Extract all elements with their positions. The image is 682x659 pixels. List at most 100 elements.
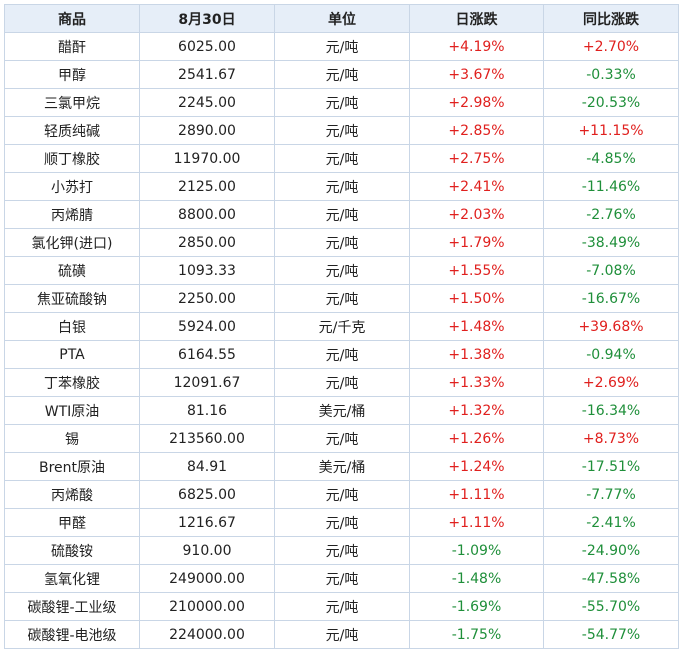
commodity-cell: 醋酐 [4,32,140,61]
daily-change-cell: +1.50% [409,284,544,313]
price-cell: 11970.00 [139,144,275,173]
table-row: 锡 213560.00 元/吨 +1.26% +8.73% [4,424,679,453]
daily-change-cell: -1.75% [409,620,544,649]
table-row: 顺丁橡胶 11970.00 元/吨 +2.75% -4.85% [4,144,679,173]
yoy-change-cell: +2.69% [543,368,679,397]
price-cell: 5924.00 [139,312,275,341]
commodity-cell: 锡 [4,424,140,453]
daily-change-cell: +2.03% [409,200,544,229]
price-cell: 224000.00 [139,620,275,649]
commodity-cell: 丙烯酸 [4,480,140,509]
daily-change-cell: +2.41% [409,172,544,201]
table-row: 甲醛 1216.67 元/吨 +1.11% -2.41% [4,508,679,537]
unit-cell: 元/吨 [274,508,410,537]
table-row: 硫磺 1093.33 元/吨 +1.55% -7.08% [4,256,679,285]
commodity-cell: 硫酸铵 [4,536,140,565]
daily-change-cell: +3.67% [409,60,544,89]
price-table: 商品 8月30日 单位 日涨跌 同比涨跌 醋酐 6025.00 元/吨 +4.19% +… [4,4,679,649]
yoy-change-cell: +11.15% [543,116,679,145]
header-yoy-change: 同比涨跌 [543,4,679,33]
daily-change-cell: +1.48% [409,312,544,341]
yoy-change-cell: -2.41% [543,508,679,537]
yoy-change-cell: -54.77% [543,620,679,649]
unit-cell: 元/吨 [274,340,410,369]
price-cell: 1093.33 [139,256,275,285]
yoy-change-cell: -4.85% [543,144,679,173]
unit-cell: 元/吨 [274,424,410,453]
unit-cell: 元/吨 [274,284,410,313]
daily-change-cell: -1.69% [409,592,544,621]
daily-change-cell: +1.11% [409,480,544,509]
unit-cell: 元/吨 [274,144,410,173]
daily-change-cell: +2.75% [409,144,544,173]
table-row: 氢氧化锂 249000.00 元/吨 -1.48% -47.58% [4,564,679,593]
unit-cell: 元/吨 [274,228,410,257]
unit-cell: 元/吨 [274,620,410,649]
yoy-change-cell: -7.08% [543,256,679,285]
yoy-change-cell: -7.77% [543,480,679,509]
commodity-cell: 白银 [4,312,140,341]
table-row: PTA 6164.55 元/吨 +1.38% -0.94% [4,340,679,369]
daily-change-cell: +1.32% [409,396,544,425]
price-cell: 81.16 [139,396,275,425]
yoy-change-cell: -17.51% [543,452,679,481]
price-cell: 6825.00 [139,480,275,509]
commodity-cell: 轻质纯碱 [4,116,140,145]
unit-cell: 元/吨 [274,88,410,117]
commodity-cell: 硫磺 [4,256,140,285]
commodity-cell: 焦亚硫酸钠 [4,284,140,313]
yoy-change-cell: -20.53% [543,88,679,117]
unit-cell: 元/千克 [274,312,410,341]
yoy-change-cell: -16.67% [543,284,679,313]
unit-cell: 元/吨 [274,32,410,61]
table-row: 焦亚硫酸钠 2250.00 元/吨 +1.50% -16.67% [4,284,679,313]
yoy-change-cell: -24.90% [543,536,679,565]
table-row: 碳酸锂-工业级 210000.00 元/吨 -1.69% -55.70% [4,592,679,621]
commodity-cell: 顺丁橡胶 [4,144,140,173]
table-row: 甲醇 2541.67 元/吨 +3.67% -0.33% [4,60,679,89]
table-body: 醋酐 6025.00 元/吨 +4.19% +2.70% 甲醇 2541.67 元/吨 +3.6… [4,32,679,649]
yoy-change-cell: -38.49% [543,228,679,257]
yoy-change-cell: -11.46% [543,172,679,201]
header-date: 8月30日 [139,4,275,33]
yoy-change-cell: -47.58% [543,564,679,593]
yoy-change-cell: +39.68% [543,312,679,341]
daily-change-cell: +1.38% [409,340,544,369]
unit-cell: 元/吨 [274,116,410,145]
commodity-cell: 甲醇 [4,60,140,89]
price-cell: 6025.00 [139,32,275,61]
table-row: 醋酐 6025.00 元/吨 +4.19% +2.70% [4,32,679,61]
table-row: 丙烯腈 8800.00 元/吨 +2.03% -2.76% [4,200,679,229]
price-cell: 910.00 [139,536,275,565]
price-cell: 249000.00 [139,564,275,593]
commodity-cell: 氯化钾(进口) [4,228,140,257]
price-cell: 2250.00 [139,284,275,313]
header-unit: 单位 [274,4,410,33]
table-row: WTI原油 81.16 美元/桶 +1.32% -16.34% [4,396,679,425]
price-cell: 84.91 [139,452,275,481]
daily-change-cell: -1.48% [409,564,544,593]
table-row: 硫酸铵 910.00 元/吨 -1.09% -24.90% [4,536,679,565]
header-commodity: 商品 [4,4,140,33]
price-cell: 210000.00 [139,592,275,621]
commodity-cell: 小苏打 [4,172,140,201]
daily-change-cell: +1.26% [409,424,544,453]
commodity-cell: 碳酸锂-电池级 [4,620,140,649]
table-row: 小苏打 2125.00 元/吨 +2.41% -11.46% [4,172,679,201]
commodity-cell: 氢氧化锂 [4,564,140,593]
commodity-cell: 三氯甲烷 [4,88,140,117]
table-row: 氯化钾(进口) 2850.00 元/吨 +1.79% -38.49% [4,228,679,257]
unit-cell: 元/吨 [274,592,410,621]
price-cell: 2125.00 [139,172,275,201]
yoy-change-cell: -2.76% [543,200,679,229]
unit-cell: 元/吨 [274,60,410,89]
price-cell: 2245.00 [139,88,275,117]
daily-change-cell: +1.33% [409,368,544,397]
daily-change-cell: +1.79% [409,228,544,257]
table-row: 三氯甲烷 2245.00 元/吨 +2.98% -20.53% [4,88,679,117]
table-row: Brent原油 84.91 美元/桶 +1.24% -17.51% [4,452,679,481]
unit-cell: 美元/桶 [274,396,410,425]
unit-cell: 元/吨 [274,480,410,509]
commodity-cell: WTI原油 [4,396,140,425]
commodity-cell: 甲醛 [4,508,140,537]
